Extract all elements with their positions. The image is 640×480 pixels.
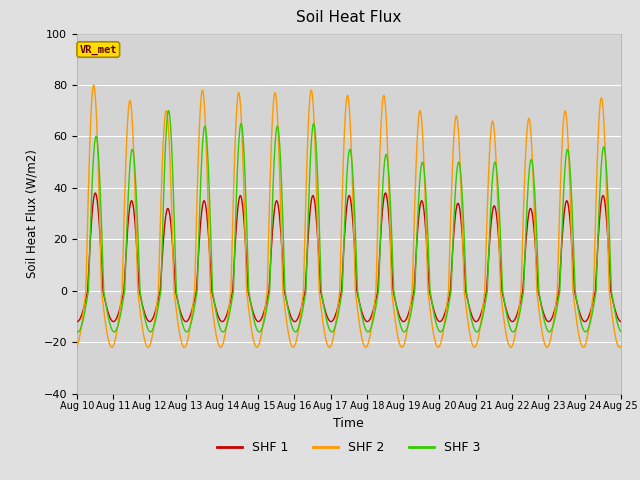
Legend: SHF 1, SHF 2, SHF 3: SHF 1, SHF 2, SHF 3: [212, 436, 486, 459]
Title: Soil Heat Flux: Soil Heat Flux: [296, 11, 401, 25]
Y-axis label: Soil Heat Flux (W/m2): Soil Heat Flux (W/m2): [25, 149, 38, 278]
Text: VR_met: VR_met: [79, 44, 117, 55]
X-axis label: Time: Time: [333, 417, 364, 430]
